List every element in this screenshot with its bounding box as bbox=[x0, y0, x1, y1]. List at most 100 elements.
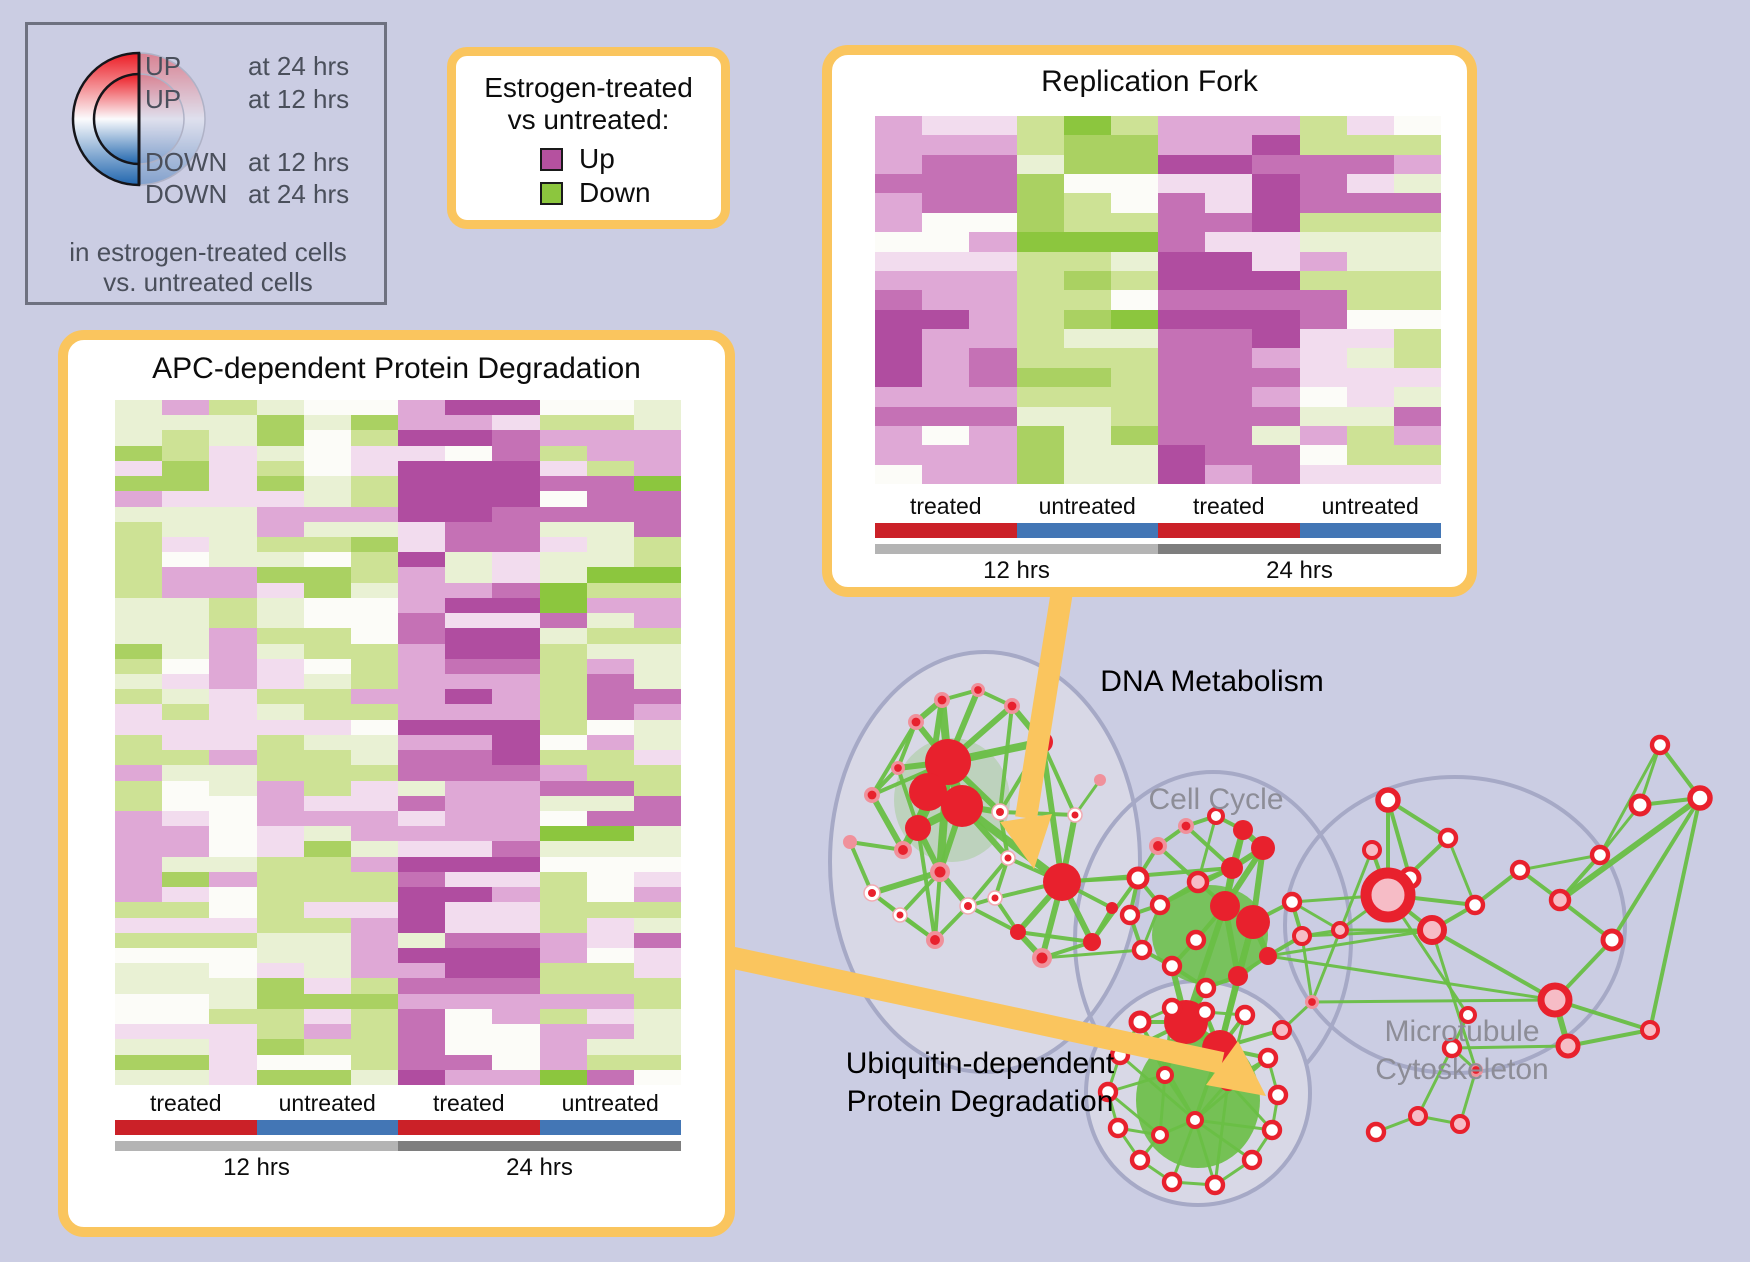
heatmap-cell bbox=[1299, 232, 1347, 252]
condition-bar-segment bbox=[398, 1120, 540, 1135]
heatmap-cell bbox=[445, 856, 493, 872]
heatmap-cell bbox=[445, 963, 493, 979]
network-node-core bbox=[964, 902, 972, 910]
heatmap-cell bbox=[1393, 232, 1441, 252]
heatmap-cell bbox=[162, 476, 210, 492]
heatmap-cell bbox=[350, 1024, 398, 1040]
heatmap-cell bbox=[539, 719, 587, 735]
heatmap-cell bbox=[969, 232, 1017, 252]
heatmap-cell bbox=[1063, 290, 1111, 310]
heatmap-cell bbox=[445, 704, 493, 720]
heatmap-cell bbox=[1393, 116, 1441, 136]
condition-label: treated bbox=[149, 1090, 222, 1116]
heatmap-cell bbox=[398, 887, 446, 903]
heatmap-cell bbox=[303, 963, 351, 979]
heatmap-cell bbox=[209, 826, 257, 842]
heatmap-cell bbox=[1016, 232, 1064, 252]
network-node-solid-red bbox=[1228, 966, 1248, 986]
network-node-red-donut-white bbox=[1107, 1117, 1129, 1139]
heatmap-cell bbox=[398, 689, 446, 705]
heatmap-cell bbox=[115, 871, 163, 888]
heatmap-cell bbox=[350, 491, 398, 507]
network-edge bbox=[1017, 930, 1093, 944]
heatmap-cell bbox=[445, 491, 493, 507]
heatmap-cell bbox=[256, 963, 304, 979]
heatmap-cell bbox=[633, 993, 681, 1009]
row-dir: UP bbox=[145, 51, 181, 81]
heatmap-cell bbox=[539, 704, 587, 720]
heatmap-cell bbox=[398, 597, 446, 614]
heatmap-cell bbox=[115, 597, 163, 614]
circle-legend-box: UP at 24 hrs UP at 12 hrs DOWN at 12 hrs… bbox=[25, 22, 387, 305]
heatmap-cell bbox=[115, 491, 163, 507]
heatmap-cell bbox=[256, 582, 304, 598]
heatmap-cell bbox=[1110, 367, 1158, 388]
heatmap-cell bbox=[350, 887, 398, 903]
heatmap-cell bbox=[586, 765, 634, 781]
heatmap-cell bbox=[1346, 348, 1394, 368]
heatmap-cell bbox=[445, 948, 493, 964]
network-node-red-donut-white bbox=[1128, 1010, 1152, 1034]
heatmap-cell bbox=[256, 521, 304, 537]
network-node-red-donut-white bbox=[1261, 1119, 1283, 1141]
heatmap-cell bbox=[398, 567, 446, 583]
network-node-solid-red bbox=[1210, 891, 1240, 921]
heatmap-cell bbox=[445, 841, 493, 857]
network-edge bbox=[1386, 799, 1412, 879]
heatmap-cell bbox=[350, 567, 398, 583]
heatmap-cell bbox=[922, 309, 970, 330]
heatmap-cell bbox=[586, 811, 634, 827]
heatmap-cell bbox=[445, 582, 493, 598]
heatmap-cell bbox=[633, 689, 681, 705]
heatmap-cell bbox=[492, 841, 540, 857]
network-node-red-donut-white bbox=[1441, 1037, 1463, 1059]
heatmap-cell bbox=[209, 521, 257, 537]
heatmap-cell bbox=[969, 329, 1017, 349]
heatmap-cell bbox=[445, 1069, 493, 1085]
heatmap-cell bbox=[115, 521, 163, 537]
heatmap-cell bbox=[162, 978, 210, 994]
heatmap-cell bbox=[1158, 464, 1206, 484]
heatmap-cell bbox=[256, 856, 304, 872]
heatmap-cell bbox=[633, 948, 681, 964]
network-edge bbox=[871, 869, 941, 896]
heatmap-cell bbox=[115, 552, 163, 568]
heatmap-cell bbox=[1205, 212, 1253, 233]
network-node-red-donut-pink bbox=[1360, 867, 1416, 923]
heatmap-cell bbox=[1110, 445, 1158, 465]
heatmap-cell bbox=[350, 476, 398, 492]
network-node-core bbox=[937, 695, 947, 705]
condition-labels: treated untreated treated untreated bbox=[115, 1090, 681, 1117]
heatmap-cell bbox=[1016, 174, 1064, 194]
heatmap-cell bbox=[539, 567, 587, 583]
heatmap-cell bbox=[1393, 154, 1441, 175]
heatmap-cell bbox=[209, 597, 257, 614]
heatmap-cell bbox=[922, 348, 970, 368]
network-node-red-donut-pink bbox=[1640, 1020, 1660, 1040]
heatmap-cell bbox=[1299, 270, 1347, 291]
heatmap-cell bbox=[492, 1069, 540, 1085]
heatmap-cell bbox=[303, 917, 351, 933]
network-node-red-donut-white bbox=[1149, 894, 1171, 916]
heatmap-cell bbox=[350, 1054, 398, 1070]
condition-label: treated bbox=[432, 1090, 505, 1116]
network-node-red-donut-pink bbox=[1186, 870, 1210, 894]
network-node-red-donut-white bbox=[1131, 939, 1153, 961]
heatmap-cell bbox=[492, 734, 540, 751]
heatmap-cell bbox=[492, 674, 540, 690]
heatmap-cell bbox=[492, 460, 540, 477]
heatmap-cell bbox=[586, 993, 634, 1009]
heatmap-cell bbox=[539, 826, 587, 842]
network-node-solid-red bbox=[1043, 863, 1081, 901]
network-node-core bbox=[1308, 998, 1316, 1006]
heatmap-cell bbox=[445, 811, 493, 827]
heatmap-cell bbox=[303, 1069, 351, 1085]
heatmap-cell bbox=[445, 674, 493, 690]
heatmap-cell bbox=[1063, 154, 1111, 175]
heatmap-cell bbox=[1299, 154, 1347, 175]
heatmap-cell bbox=[398, 963, 446, 979]
heatmap-cell bbox=[586, 628, 634, 644]
heatmap-cell bbox=[209, 993, 257, 1009]
heatmap-cell bbox=[633, 400, 681, 416]
heatmap-cell bbox=[539, 658, 587, 674]
